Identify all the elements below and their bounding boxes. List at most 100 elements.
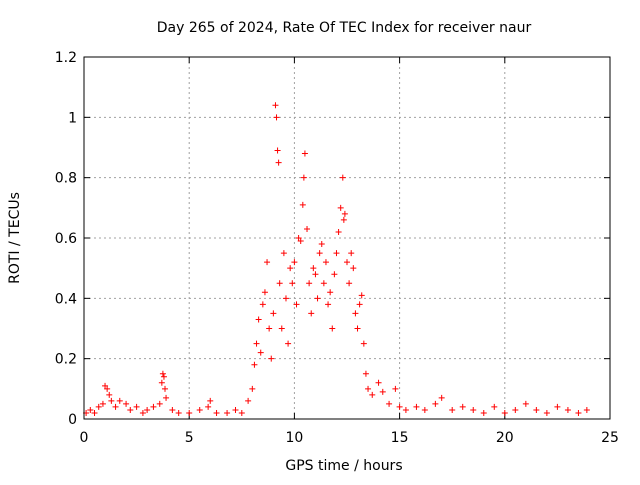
- data-point: [320, 280, 327, 287]
- data-point: [169, 406, 176, 413]
- x-tick-label: 5: [185, 430, 194, 446]
- data-point: [316, 250, 323, 257]
- data-point: [259, 301, 266, 308]
- data-point: [160, 373, 167, 380]
- data-point: [285, 340, 292, 347]
- data-point: [331, 271, 338, 278]
- data-point: [333, 250, 340, 257]
- data-point: [158, 379, 165, 386]
- data-point: [261, 289, 268, 296]
- data-point: [133, 403, 140, 410]
- data-point: [175, 409, 182, 416]
- data-point: [102, 382, 109, 389]
- y-tick-label: 0: [68, 412, 77, 428]
- data-point: [270, 310, 277, 317]
- data-point: [392, 385, 399, 392]
- data-point: [278, 325, 285, 332]
- data-point: [308, 310, 315, 317]
- data-point: [322, 259, 329, 266]
- data-point: [375, 379, 382, 386]
- data-point: [116, 397, 123, 404]
- data-point: [339, 174, 346, 181]
- data-point: [575, 409, 582, 416]
- x-axis-label: GPS time / hours: [285, 458, 402, 474]
- data-point: [276, 280, 283, 287]
- data-point: [413, 403, 420, 410]
- data-point: [304, 225, 311, 232]
- data-point: [312, 271, 319, 278]
- data-point: [362, 370, 369, 377]
- data-point: [348, 250, 355, 257]
- data-point: [356, 301, 363, 308]
- data-point: [533, 406, 540, 413]
- data-point: [386, 400, 393, 407]
- data-point: [344, 259, 350, 266]
- data-point: [459, 403, 466, 410]
- data-point: [310, 265, 317, 272]
- grid: [84, 57, 610, 419]
- data-point: [207, 397, 214, 404]
- data-point: [346, 280, 353, 287]
- data-point: [95, 403, 102, 410]
- data-point: [287, 265, 294, 272]
- data-point: [186, 409, 193, 416]
- data-point: [314, 295, 321, 302]
- data-point: [329, 325, 336, 332]
- data-point: [91, 409, 98, 416]
- data-point: [358, 292, 365, 299]
- data-point: [432, 400, 439, 407]
- data-point: [352, 310, 359, 317]
- data-point: [163, 394, 170, 401]
- data-point: [87, 406, 94, 413]
- data-point: [438, 394, 445, 401]
- y-tick-label: 0.4: [55, 291, 77, 307]
- data-point: [325, 301, 332, 308]
- data-point: [512, 406, 519, 413]
- y-tick-label: 0.6: [55, 231, 77, 247]
- data-point: [340, 216, 347, 223]
- data-point: [396, 403, 403, 410]
- data-point: [264, 259, 271, 266]
- data-point: [341, 210, 348, 217]
- data-point: [350, 265, 357, 272]
- data-point: [501, 409, 508, 416]
- data-point: [275, 159, 282, 166]
- data-point: [491, 403, 498, 410]
- data-point: [224, 409, 231, 416]
- data-point: [449, 406, 456, 413]
- data-point: [297, 238, 304, 245]
- x-tick-label: 25: [601, 430, 619, 446]
- data-point: [162, 385, 169, 392]
- data-point: [379, 388, 386, 395]
- data-point: [554, 403, 561, 410]
- data-point: [301, 150, 308, 157]
- data-point: [272, 102, 279, 109]
- data-point: [257, 349, 264, 356]
- data-point: [238, 409, 245, 416]
- data-point: [480, 409, 487, 416]
- data-points: [83, 102, 590, 416]
- y-tick-label: 1.2: [55, 50, 77, 66]
- data-point: [106, 391, 113, 398]
- data-point: [354, 325, 361, 332]
- data-point: [470, 406, 477, 413]
- data-point: [205, 403, 212, 410]
- data-point: [266, 325, 273, 332]
- data-point: [282, 295, 289, 302]
- data-point: [273, 114, 280, 121]
- chart-title: Day 265 of 2024, Rate Of TEC Index for r…: [157, 20, 532, 36]
- data-point: [295, 235, 302, 241]
- data-point: [123, 400, 130, 407]
- data-point: [335, 228, 342, 235]
- data-point: [289, 280, 296, 287]
- data-point: [318, 241, 325, 248]
- data-point: [112, 403, 119, 410]
- data-point: [213, 409, 220, 416]
- y-tick-label: 0.2: [55, 352, 77, 368]
- y-axis-label: ROTI / TECUs: [7, 192, 23, 284]
- data-point: [299, 201, 306, 208]
- data-point: [104, 385, 111, 392]
- ticks: 0 5 10 15 20 25 0 0.2 0.4 0.6 0.8 1 1.2: [55, 50, 619, 446]
